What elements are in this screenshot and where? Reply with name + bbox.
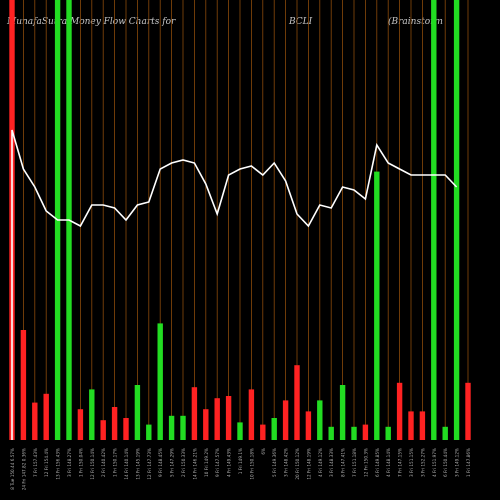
x-tick-label: 3 Fri 151.15% (409, 448, 414, 477)
x-tick-label: 3 Fri 149.12% (455, 448, 460, 477)
money-flow-bar (317, 400, 323, 440)
money-flow-bar (328, 426, 334, 440)
x-tick-label: 12 Fri 150.3% (363, 448, 368, 477)
money-flow-bar (431, 0, 437, 440)
grid-lines (11, 0, 469, 440)
money-flow-bar (20, 330, 27, 440)
money-flow-bar (43, 393, 49, 440)
money-flow-bar (225, 396, 232, 440)
money-flow-bar (294, 365, 300, 440)
money-flow-bar (123, 418, 129, 440)
x-tick-label: 10 Fri 149.2% (204, 448, 209, 477)
x-tick-label: 14 Fri 140.14% (124, 448, 129, 480)
price-line (11, 129, 458, 440)
money-flow-bar (442, 426, 448, 440)
x-tick-label: 1 Fri 149.1% (238, 448, 243, 474)
money-flow-bar (339, 385, 346, 440)
x-tick-label: 12 Fri 148.19% (306, 448, 311, 480)
money-flow-bar (89, 389, 95, 440)
money-flow-bar (100, 420, 106, 440)
money-flow-bar (362, 424, 369, 440)
x-tick-label: 12 Fri 150.14% (90, 448, 95, 480)
x-tick-label: 13 Fri 145.19% (135, 448, 140, 480)
money-flow-bar (271, 418, 277, 440)
x-tick-label: 12 Fri 154.4% (44, 448, 49, 477)
x-tick-label: 3 Fri 148.33% (329, 448, 334, 477)
x-tick-label: 3 Fri 148.42% (284, 448, 289, 477)
money-flow-bar (32, 402, 38, 440)
money-flow-bar (408, 411, 414, 440)
x-tick-label: 9 Fri 148.45% (158, 448, 163, 477)
money-flow-bar (419, 411, 426, 440)
x-tick-label: 8 Fri 147.41% (341, 448, 346, 477)
money-flow-bar (157, 323, 163, 440)
money-flow-bar (237, 422, 243, 440)
x-tick-label: 5 Fri 147.29% (170, 448, 175, 477)
x-tick-labels: 8 Tue 150.44 6.57% 24 Fri 147.82 0.36% 7… (10, 448, 471, 490)
x-tick-label: 6% (261, 448, 266, 455)
chart-title: MunafaSutra Money Flow Charts for (7, 17, 176, 27)
x-tick-label: 4 Fri 151.97% (432, 448, 437, 477)
x-tick-label: 1 Fri 150.17% (113, 448, 118, 477)
x-tick-label: 1 Fri 150.04% (78, 448, 83, 477)
x-tick-label: 2 Fri 150.33% (181, 448, 186, 477)
x-tick-label: 9 Fri 147.57% (215, 448, 220, 477)
x-tick-label: 3 Fri 148.27% (67, 448, 72, 477)
x-tick-label: 4 Fri 149.43% (227, 448, 232, 477)
x-tick-label: 24 Fri 147.82 0.36% (21, 448, 26, 490)
x-tick-label: 3 Fri 152.27% (420, 448, 425, 477)
x-tick-label: 4 Fri 148.14% (386, 448, 391, 477)
x-tick-label: 13 Fri 156.43% (56, 448, 61, 480)
x-tick-label: 14 Fri 146.21% (192, 448, 197, 480)
money-flow-bar (77, 409, 84, 440)
money-flow-bar (214, 398, 220, 440)
money-flow-bar (305, 411, 312, 440)
money-flow-bar (260, 424, 266, 440)
price-line-group (11, 129, 458, 440)
x-tick-label: 1 Fri 147.86% (466, 448, 471, 477)
x-tick-label: 20 Fri 150.12% (295, 448, 300, 480)
money-flow-bar (248, 389, 255, 440)
x-tick-label: 4 Fri 149.12% (318, 448, 323, 477)
money-flow-bar (134, 385, 141, 440)
x-tick-label: 7 Fri 151.18% (352, 448, 357, 477)
money-flow-bar (203, 409, 209, 440)
money-flow-bar (374, 171, 380, 440)
money-flow-bar (396, 382, 403, 440)
x-tick-label: 10 Fri 150.18% (249, 448, 254, 480)
money-flow-bar (385, 426, 391, 440)
x-tick-label: 6 Fri 149.85% (375, 448, 380, 477)
x-tick-label: 7 Fri 157.43% (33, 448, 38, 477)
x-tick-label: 7 Fri 147.15% (398, 448, 403, 477)
money-flow-bar (351, 426, 357, 440)
money-flow-bar (453, 0, 460, 440)
money-flow-bar (465, 382, 471, 440)
x-tick-label: 12 Fri 147.73% (147, 448, 152, 480)
money-flow-bar (168, 415, 175, 440)
money-flow-bar (180, 415, 186, 440)
x-tick-label: 5 Fri 149.36% (272, 448, 277, 477)
money-flow-bar (191, 387, 198, 440)
x-tick-label: 6 Fri 150.44% (443, 448, 448, 477)
x-tick-label: 8 Tue 150.44 6.57% (10, 448, 15, 490)
money-flow-bar (146, 424, 152, 440)
chart-symbol: BCLI (289, 17, 313, 27)
money-flow-bar (111, 407, 118, 440)
x-tick-label: 2 Fri 140.42% (101, 448, 106, 477)
money-flow-bar (282, 400, 289, 440)
chart-company: (Brainstorm (388, 17, 443, 27)
